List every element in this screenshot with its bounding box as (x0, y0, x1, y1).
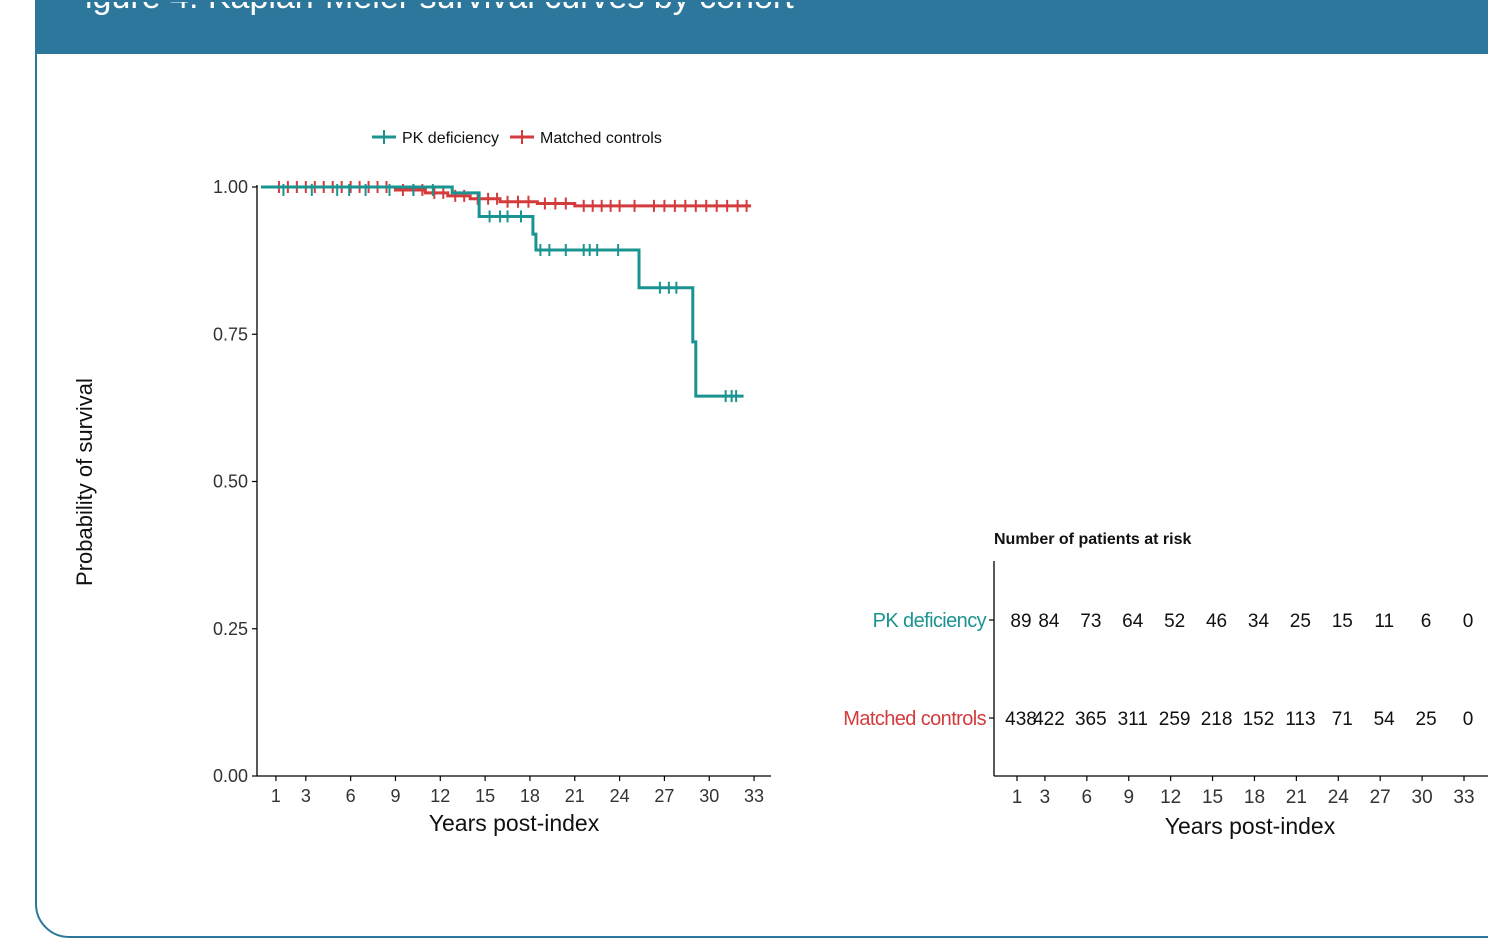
risk-x-tick-label: 12 (1160, 787, 1181, 808)
risk-row-label-pk-deficiency: PK deficiency (873, 610, 987, 632)
risk-count-matched-controls: 218 (1201, 709, 1233, 730)
legend-label-matched-controls: Matched controls (540, 130, 662, 147)
risk-count-pk-deficiency: 84 (1038, 611, 1060, 632)
x-tick-label: 1 (271, 786, 281, 806)
risk-x-tick-label: 21 (1286, 787, 1307, 808)
x-tick-label: 27 (654, 786, 674, 806)
risk-count-matched-controls: 113 (1285, 709, 1315, 730)
y-tick-label: 0.00 (213, 766, 248, 786)
x-tick-label: 30 (699, 786, 719, 806)
risk-x-tick-label: 3 (1040, 787, 1051, 808)
risk-count-matched-controls: 0 (1463, 709, 1474, 730)
y-axis-label: Probability of survival (72, 378, 97, 586)
risk-count-pk-deficiency: 52 (1164, 611, 1185, 632)
y-tick-label: 0.25 (213, 619, 248, 639)
risk-count-pk-deficiency: 73 (1080, 611, 1101, 632)
risk-x-tick-label: 30 (1412, 787, 1433, 808)
pk-deficiency-curve (261, 185, 744, 398)
risk-count-matched-controls: 259 (1159, 709, 1191, 730)
risk-x-tick-label: 33 (1453, 787, 1474, 808)
legend-label-pk-deficiency: PK deficiency (402, 130, 499, 147)
x-tick-label: 12 (430, 786, 450, 806)
risk-table: Number of patients at risk 1 3 6 9 12 15 18 21 2… (843, 531, 1488, 839)
figure-title: igure 4: Kaplan-Meier survival curves by… (85, 0, 794, 17)
x-tick-label: 33 (744, 786, 764, 806)
x-tick-label: 15 (475, 786, 495, 806)
chart-legend: PK deficiency Matched controls (372, 130, 662, 147)
x-tick-label: 24 (610, 786, 630, 806)
x-tick-label: 3 (301, 786, 311, 806)
x-tick-label: 21 (565, 786, 585, 806)
risk-count-matched-controls: 311 (1118, 709, 1148, 730)
risk-count-pk-deficiency: 6 (1421, 611, 1432, 632)
matched-controls-curve (261, 185, 752, 208)
risk-count-pk-deficiency: 46 (1206, 611, 1227, 632)
km-series (261, 181, 752, 403)
risk-count-matched-controls: 25 (1416, 709, 1437, 730)
risk-count-matched-controls: 71 (1332, 709, 1353, 730)
risk-count-pk-deficiency: 0 (1463, 611, 1474, 632)
risk-count-pk-deficiency: 64 (1122, 611, 1144, 632)
risk-count-pk-deficiency: 11 (1374, 611, 1394, 632)
risk-x-tick-label: 24 (1328, 787, 1350, 808)
risk-x-tick-label: 6 (1082, 787, 1093, 808)
x-tick-label: 9 (390, 786, 400, 806)
km-axes: 0.00 0.25 0.50 0.75 1.00 1 3 6 9 12 15 18 21 24 27 30 33 (213, 177, 771, 806)
risk-x-tick-label: 1 (1012, 787, 1023, 808)
y-tick-label: 1.00 (213, 177, 248, 197)
risk-x-tick-label: 27 (1370, 787, 1391, 808)
risk-count-pk-deficiency: 15 (1332, 611, 1353, 632)
risk-count-matched-controls: 365 (1075, 709, 1107, 730)
y-tick-label: 0.75 (213, 324, 248, 344)
risk-x-tick-label: 15 (1202, 787, 1223, 808)
risk-count-pk-deficiency: 89 (1010, 611, 1031, 632)
risk-row-label-matched-controls: Matched controls (843, 708, 986, 730)
risk-count-matched-controls: 152 (1243, 709, 1275, 730)
x-axis-label: Years post-index (429, 810, 600, 836)
risk-count-matched-controls: 422 (1033, 709, 1065, 730)
y-tick-label: 0.50 (213, 472, 248, 492)
risk-count-matched-controls: 54 (1374, 709, 1396, 730)
risk-x-tick-label: 18 (1244, 787, 1265, 808)
risk-table-title: Number of patients at risk (994, 531, 1191, 548)
risk-count-pk-deficiency: 25 (1290, 611, 1311, 632)
x-tick-label: 6 (346, 786, 356, 806)
x-tick-label: 18 (520, 786, 540, 806)
risk-count-pk-deficiency: 34 (1248, 611, 1270, 632)
risk-count-matched-controls: 438 (1005, 709, 1037, 730)
risk-axes: 1 3 6 9 12 15 18 21 24 27 30 33 PK deficiency 89 84 73 6… (843, 561, 1488, 808)
header-bar: igure 4: Kaplan-Meier survival curves by… (35, 0, 1488, 54)
risk-x-axis-label: Years post-index (1165, 813, 1336, 839)
risk-x-tick-label: 9 (1123, 787, 1134, 808)
